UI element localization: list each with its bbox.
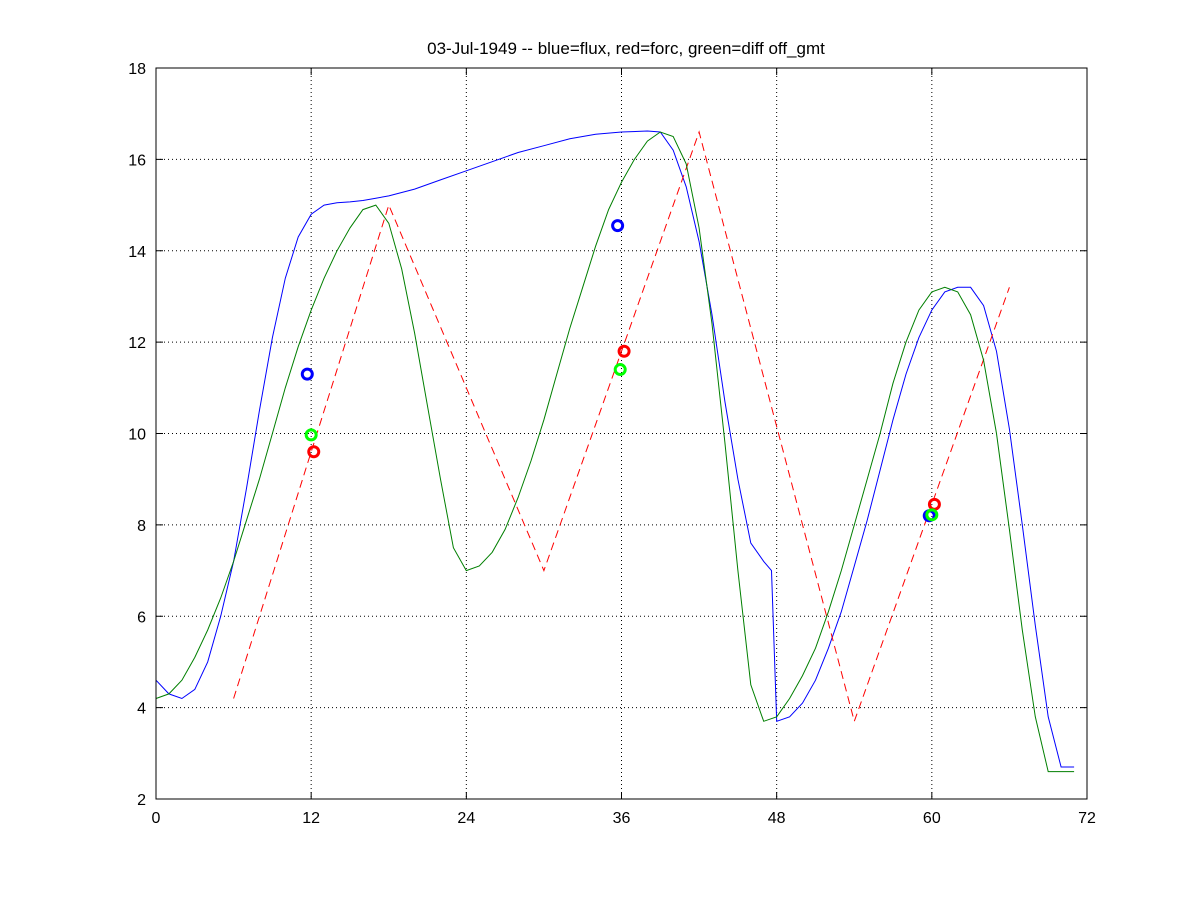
y-tick-label: 10 bbox=[128, 427, 146, 444]
x-tick-label: 72 bbox=[1078, 810, 1096, 827]
marker-flux bbox=[611, 219, 625, 233]
marker-forc bbox=[307, 445, 321, 459]
marker-flux bbox=[300, 367, 314, 381]
marker-diff bbox=[925, 508, 939, 522]
y-tick-label: 18 bbox=[128, 61, 146, 78]
marker-forc bbox=[617, 344, 631, 358]
y-tick-label: 14 bbox=[128, 244, 146, 261]
chart-title: 03-Jul-1949 -- blue=flux, red=forc, gree… bbox=[427, 39, 825, 58]
series-line-diff bbox=[155, 131, 1075, 773]
marker-layer bbox=[300, 219, 941, 523]
marker-diff bbox=[613, 363, 627, 377]
series-line-forc bbox=[233, 130, 1010, 723]
y-tick-label: 16 bbox=[128, 152, 146, 169]
x-tick-label: 60 bbox=[923, 810, 941, 827]
y-tick-label: 12 bbox=[128, 335, 146, 352]
series-line-flux bbox=[155, 130, 1075, 768]
x-tick-label: 0 bbox=[152, 810, 161, 827]
y-tick-label: 2 bbox=[137, 792, 146, 809]
y-tick-label: 8 bbox=[137, 518, 146, 535]
x-tick-label: 24 bbox=[457, 810, 475, 827]
x-tick-label: 12 bbox=[302, 810, 320, 827]
x-tick-label: 36 bbox=[613, 810, 631, 827]
y-tick-label: 4 bbox=[137, 701, 146, 718]
y-tick-label: 6 bbox=[137, 609, 146, 626]
x-tick-label: 48 bbox=[768, 810, 786, 827]
marker-diff bbox=[304, 428, 318, 442]
series-layer bbox=[155, 130, 1075, 773]
